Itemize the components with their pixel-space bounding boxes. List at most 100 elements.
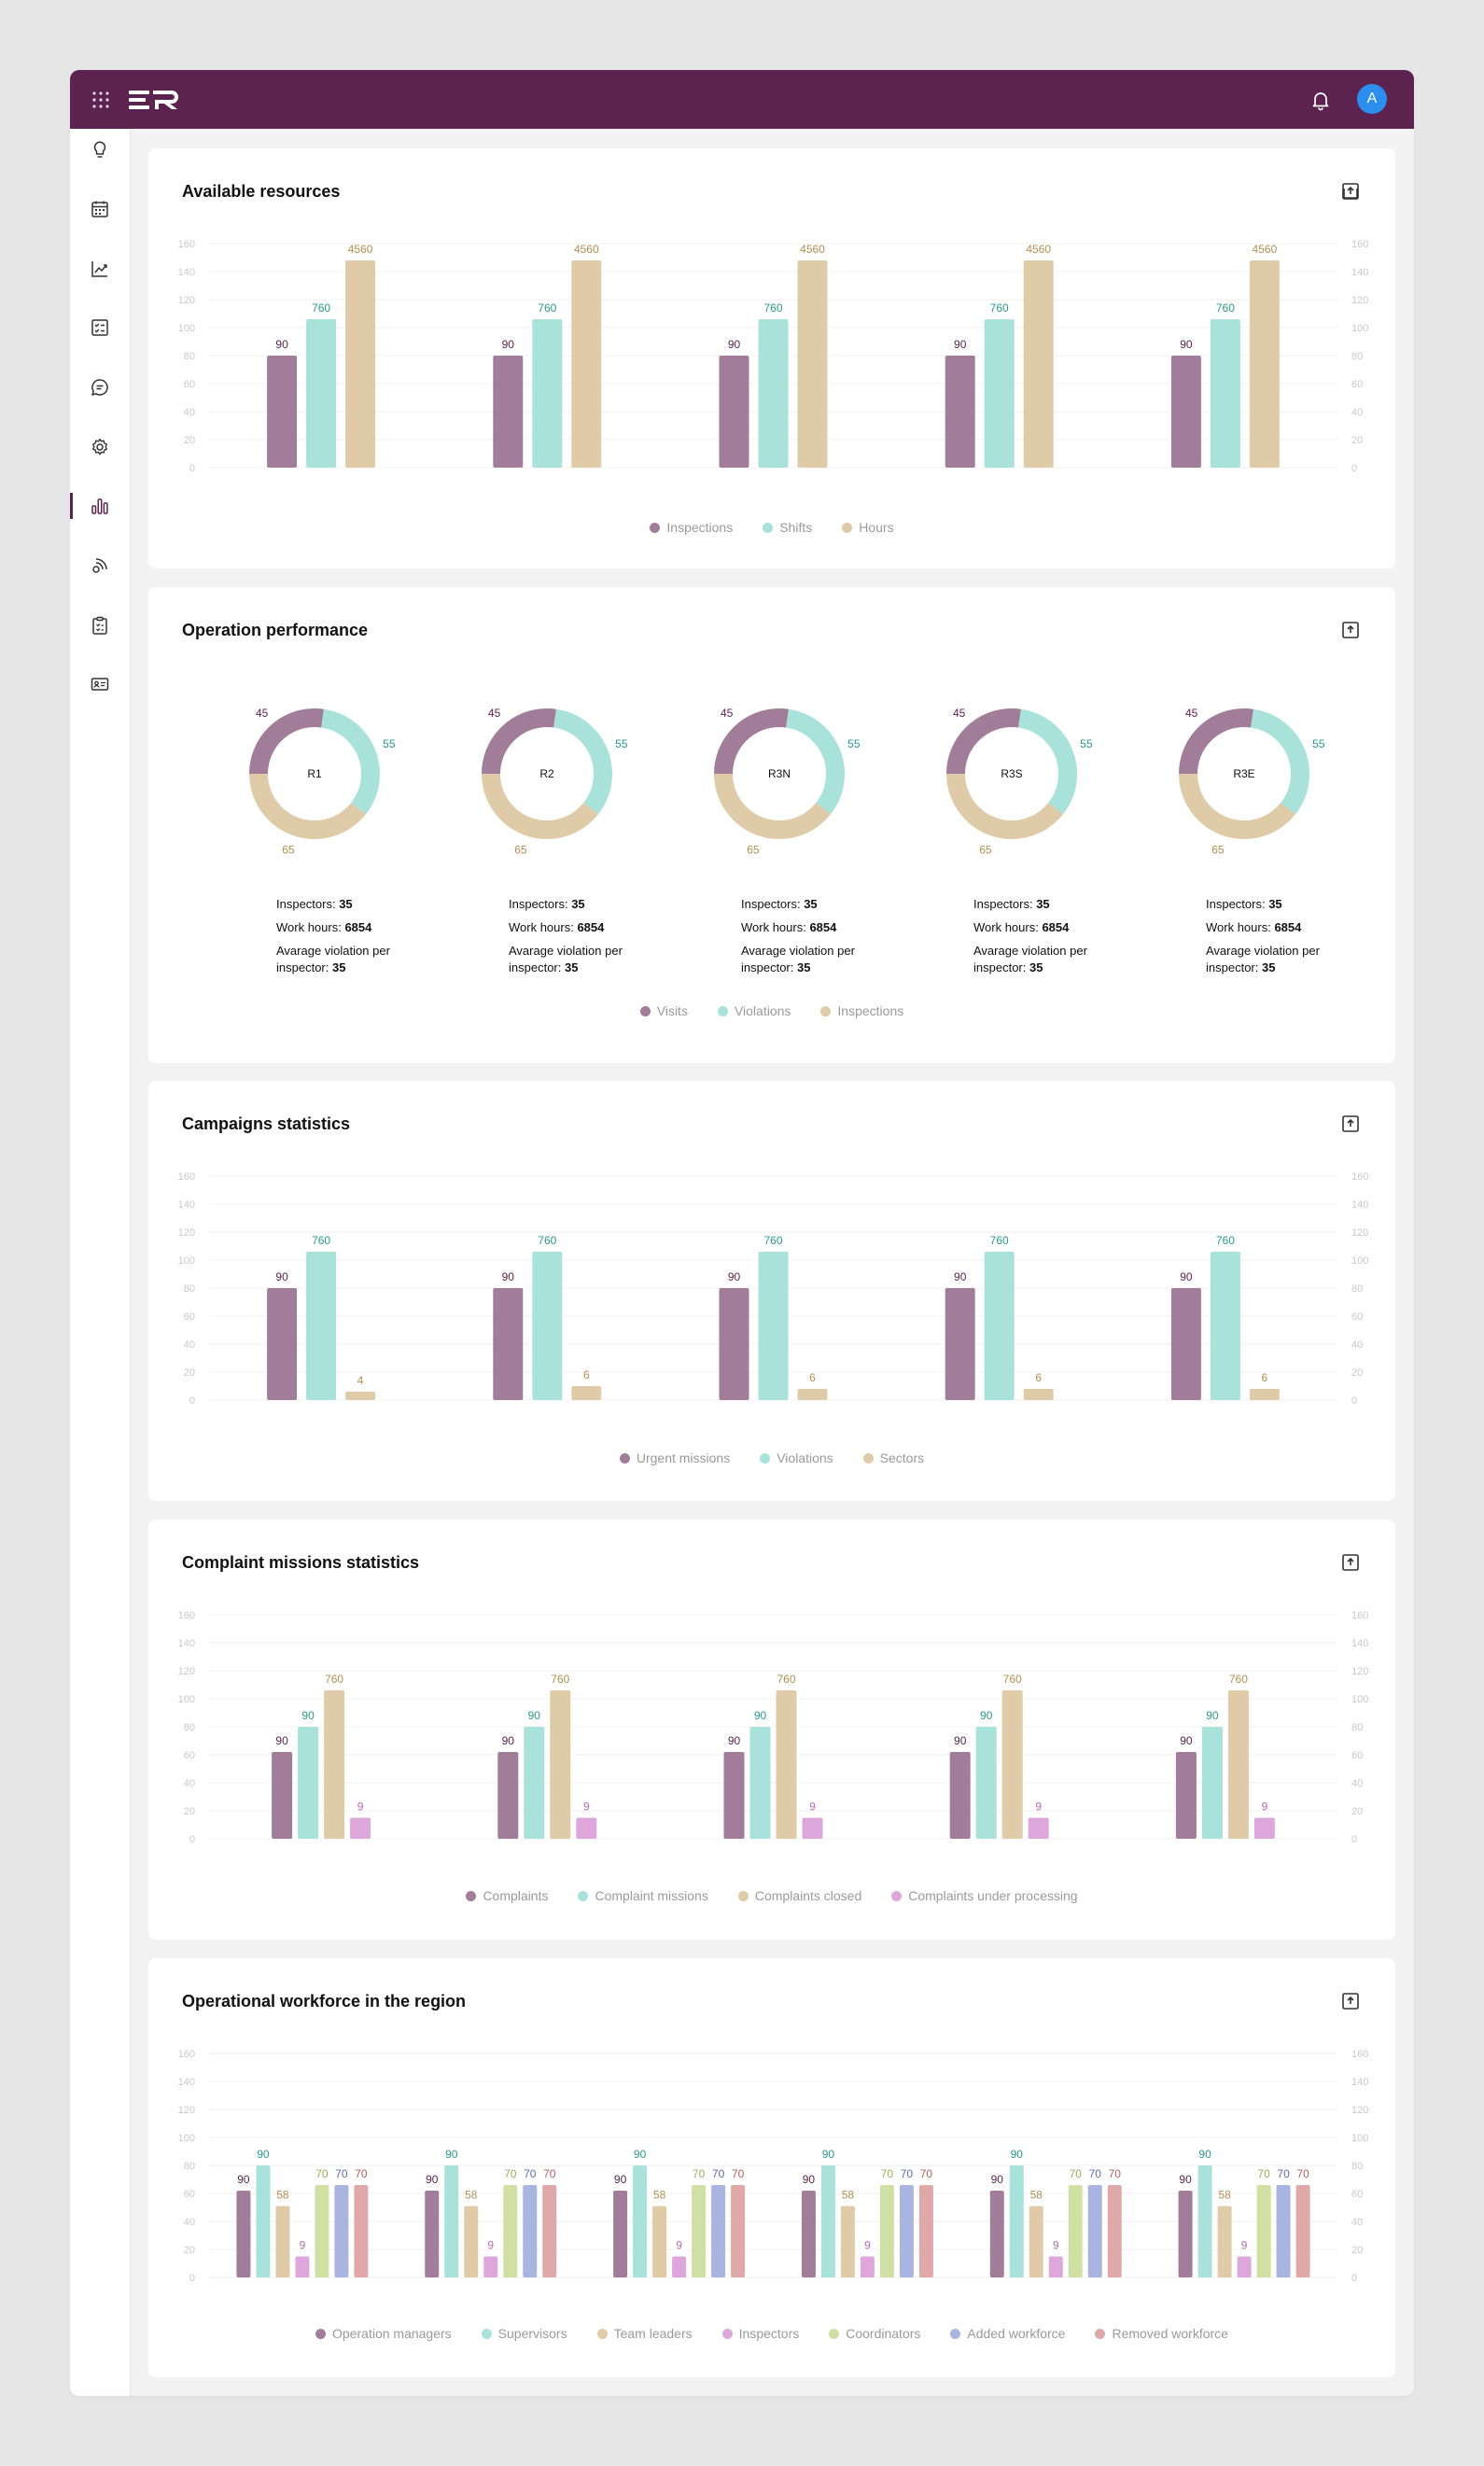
bar[interactable] bbox=[464, 2206, 479, 2278]
bar[interactable] bbox=[723, 1752, 745, 1839]
bar[interactable] bbox=[1068, 2185, 1083, 2277]
donut-slice[interactable] bbox=[946, 708, 1077, 839]
avatar[interactable]: A bbox=[1357, 84, 1387, 114]
sidebar-item-tasks[interactable] bbox=[70, 607, 130, 644]
bar[interactable] bbox=[1210, 319, 1240, 468]
bar[interactable] bbox=[306, 1252, 337, 1400]
bar[interactable] bbox=[899, 2185, 914, 2277]
legend-item[interactable]: Shifts bbox=[763, 520, 812, 535]
bar[interactable] bbox=[1210, 1252, 1240, 1400]
legend-item[interactable]: Removed workforce bbox=[1095, 2326, 1228, 2341]
donut-slice[interactable] bbox=[482, 708, 612, 839]
bar[interactable] bbox=[758, 319, 789, 468]
bar[interactable] bbox=[571, 260, 602, 468]
bar[interactable] bbox=[444, 2165, 459, 2277]
bar[interactable] bbox=[295, 2256, 310, 2278]
grid-icon[interactable] bbox=[91, 90, 111, 110]
bar[interactable] bbox=[493, 1288, 524, 1400]
bar[interactable] bbox=[306, 319, 337, 468]
bar[interactable] bbox=[1087, 2185, 1102, 2277]
sidebar-item-ideas[interactable] bbox=[70, 131, 130, 168]
bar[interactable] bbox=[949, 1752, 971, 1839]
legend-item[interactable]: Team leaders bbox=[596, 2326, 693, 2341]
bar[interactable] bbox=[719, 356, 749, 468]
bar[interactable] bbox=[975, 1727, 997, 1839]
bar[interactable] bbox=[1253, 1817, 1275, 1840]
bar[interactable] bbox=[345, 260, 376, 468]
bar[interactable] bbox=[483, 2256, 498, 2278]
bar[interactable] bbox=[802, 1817, 823, 1840]
bar[interactable] bbox=[497, 1752, 519, 1839]
sidebar-item-statistics[interactable] bbox=[70, 487, 130, 525]
legend-item[interactable]: Complaints closed bbox=[737, 1888, 861, 1903]
bar[interactable] bbox=[532, 319, 563, 468]
bar[interactable] bbox=[425, 2191, 440, 2277]
export-icon[interactable] bbox=[1339, 1990, 1362, 2012]
bar[interactable] bbox=[945, 356, 975, 468]
donut-slice[interactable] bbox=[714, 708, 845, 839]
bar[interactable] bbox=[345, 1392, 376, 1400]
sidebar-item-settings[interactable] bbox=[70, 428, 130, 466]
bar[interactable] bbox=[354, 2185, 369, 2277]
bar[interactable] bbox=[315, 2185, 329, 2277]
legend-item[interactable]: Supervisors bbox=[481, 2326, 567, 2341]
bar[interactable] bbox=[801, 2191, 816, 2277]
bar[interactable] bbox=[1178, 2191, 1193, 2277]
export-icon[interactable] bbox=[1339, 180, 1362, 203]
bar[interactable] bbox=[1217, 2206, 1232, 2278]
legend-item[interactable]: Complaints under processing bbox=[891, 1888, 1078, 1903]
bar[interactable] bbox=[840, 2206, 855, 2278]
bar[interactable] bbox=[267, 356, 298, 468]
bar[interactable] bbox=[550, 1690, 571, 1839]
sidebar-item-signals[interactable] bbox=[70, 547, 130, 584]
bar[interactable] bbox=[1237, 2256, 1252, 2278]
bar[interactable] bbox=[503, 2185, 518, 2277]
bar[interactable] bbox=[758, 1252, 789, 1400]
bar[interactable] bbox=[256, 2165, 271, 2277]
bar[interactable] bbox=[749, 1727, 771, 1839]
bar[interactable] bbox=[633, 2165, 648, 2277]
donut-slice[interactable] bbox=[1179, 708, 1309, 839]
legend-item[interactable]: Complaint missions bbox=[578, 1888, 708, 1903]
bar[interactable] bbox=[1249, 1389, 1280, 1400]
sidebar-item-messages[interactable] bbox=[70, 369, 130, 406]
sidebar-item-profiles[interactable] bbox=[70, 666, 130, 703]
bar[interactable] bbox=[1276, 2185, 1291, 2277]
bar[interactable] bbox=[1256, 2185, 1271, 2277]
bar[interactable] bbox=[984, 319, 1015, 468]
legend-item[interactable]: Complaints bbox=[466, 1888, 548, 1903]
bar[interactable] bbox=[984, 1252, 1015, 1400]
bar[interactable] bbox=[1023, 1389, 1054, 1400]
bell-icon[interactable] bbox=[1309, 89, 1332, 111]
bar[interactable] bbox=[918, 2185, 933, 2277]
bar[interactable] bbox=[1009, 2165, 1024, 2277]
bar[interactable] bbox=[692, 2185, 707, 2277]
bar[interactable] bbox=[711, 2185, 726, 2277]
bar[interactable] bbox=[719, 1288, 749, 1400]
donut-slice[interactable] bbox=[482, 708, 612, 839]
export-icon[interactable] bbox=[1339, 1113, 1362, 1135]
bar[interactable] bbox=[1023, 260, 1054, 468]
bar[interactable] bbox=[776, 1690, 797, 1839]
legend-item[interactable]: Inspections bbox=[650, 520, 733, 535]
bar[interactable] bbox=[1028, 1817, 1049, 1840]
sidebar-item-checklist[interactable] bbox=[70, 309, 130, 346]
bar[interactable] bbox=[542, 2185, 557, 2277]
donut-slice[interactable] bbox=[714, 708, 845, 839]
bar[interactable] bbox=[860, 2256, 875, 2278]
bar[interactable] bbox=[797, 1389, 828, 1400]
legend-item[interactable]: Operation managers bbox=[315, 2326, 452, 2341]
bar[interactable] bbox=[1001, 1690, 1023, 1839]
legend-item[interactable]: Inspections bbox=[820, 1003, 903, 1018]
bar[interactable] bbox=[672, 2256, 687, 2278]
bar[interactable] bbox=[571, 1386, 602, 1400]
bar[interactable] bbox=[524, 1727, 545, 1839]
legend-item[interactable]: Violations bbox=[717, 1003, 791, 1018]
bar[interactable] bbox=[493, 356, 524, 468]
legend-item[interactable]: Visits bbox=[639, 1003, 688, 1018]
legend-item[interactable]: Inspectors bbox=[721, 2326, 799, 2341]
bar[interactable] bbox=[1227, 1690, 1249, 1839]
sidebar-item-calendar[interactable] bbox=[70, 190, 130, 228]
bar[interactable] bbox=[236, 2191, 251, 2277]
bar[interactable] bbox=[1107, 2185, 1122, 2277]
